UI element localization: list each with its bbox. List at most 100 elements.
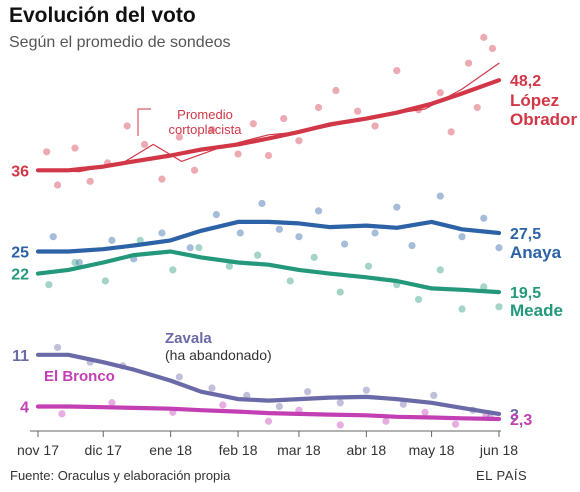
poll-dot-anaya [393, 203, 401, 211]
poll-dot-lopez-obrador [295, 137, 303, 145]
x-tick-label: may 18 [409, 442, 455, 458]
end-label-lopez-obrador: 48,2 [510, 73, 541, 90]
annotation-line: cortoplacista [169, 122, 243, 137]
poll-dot-meade [169, 266, 177, 274]
x-tick-label: jun 18 [479, 442, 518, 458]
poll-dot-anaya [49, 233, 57, 241]
poll-dot-lopez-obrador [488, 44, 497, 53]
poll-dot-meade [364, 262, 373, 270]
poll-dot-anaya [371, 229, 379, 237]
poll-dot-lopez-obrador [175, 133, 183, 141]
poll-dot-el-bronco [219, 401, 227, 409]
annotation-text: Promedio cortoplacista [169, 107, 243, 137]
series-name-zavala: Zavala [165, 330, 212, 347]
end-label-el-bronco: 2,3 [510, 412, 532, 429]
source-note: Fuente: Oraculus y elaboración propia [10, 468, 231, 483]
poll-dot-meade [101, 277, 110, 285]
line-lopez-obrador [35, 78, 502, 173]
poll-dot-el-bronco [58, 410, 66, 418]
x-axis: nov 17 dic 17 ene 18 feb 18 mar 18 abr 18 may … [17, 430, 518, 458]
poll-dot-lopez-obrador [158, 175, 166, 183]
poll-dot-zavala [53, 343, 62, 352]
poll-dot-el-bronco [421, 408, 429, 416]
poll-dot-anaya [108, 236, 116, 244]
poll-dot-zavala [336, 399, 344, 407]
poll-dot-lopez-obrador [314, 103, 323, 112]
poll-dot-lopez-obrador [436, 89, 444, 97]
series-name-lopez-obrador: López Obrador [510, 91, 577, 129]
poll-dot-anaya [158, 229, 166, 237]
series-name-meade: Meade [510, 301, 563, 320]
start-label-lopez-obrador: 36 [11, 163, 29, 180]
poll-dot-zavala [275, 402, 283, 411]
poll-dot-lopez-obrador [354, 107, 362, 115]
start-label-el-bronco: 4 [20, 399, 29, 416]
series-name-anaya: Anaya [510, 243, 562, 262]
poll-dot-el-bronco [108, 399, 116, 407]
poll-dot-zavala [430, 391, 438, 399]
line-anaya [35, 219, 502, 254]
zavala-note: (ha abandonado) [165, 347, 272, 363]
poll-dot-meade [254, 251, 262, 259]
poll-dot-meade [225, 262, 233, 270]
poll-dot-zavala [243, 391, 251, 399]
poll-dot-lopez-obrador [208, 126, 216, 134]
series-name-el-bronco: El Bronco [44, 368, 115, 385]
start-label-anaya: 25 [11, 244, 29, 261]
poll-dot-zavala [304, 388, 312, 396]
x-tick-label: feb 18 [219, 442, 258, 458]
poll-dot-lopez-obrador [123, 122, 131, 130]
series-labels: 36 48,2 25 27,5 22 19,5 11 3 4 2,3 López Obrador Ana… [11, 73, 577, 429]
poll-dot-meade [310, 253, 318, 261]
poll-dot-anaya [186, 244, 194, 252]
annotation-leader [137, 108, 151, 136]
x-tick-label: abr 18 [347, 442, 387, 458]
poll-dot-lopez-obrador [53, 181, 62, 189]
poll-dot-lopez-obrador [86, 177, 94, 185]
poll-dot-lopez-obrador [464, 59, 473, 67]
x-tick-label: ene 18 [149, 442, 192, 458]
poll-dot-anaya [480, 214, 488, 222]
poll-dots [43, 33, 503, 429]
poll-dot-meade [436, 266, 444, 274]
poll-dot-lopez-obrador [234, 150, 242, 158]
poll-dot-anaya [295, 233, 303, 241]
poll-dot-zavala [399, 400, 407, 408]
poll-dot-meade [195, 244, 203, 252]
poll-dot-anaya [495, 244, 503, 252]
poll-dot-anaya [408, 241, 416, 250]
poll-dot-meade [458, 305, 466, 313]
x-tick-label: nov 17 [17, 442, 59, 458]
poll-dot-lopez-obrador [371, 122, 379, 130]
chart-title: Evolución del voto [9, 4, 196, 27]
x-tick-label: dic 17 [85, 442, 123, 458]
poll-dot-meade [336, 288, 344, 296]
poll-dot-zavala [362, 386, 370, 394]
poll-dot-anaya [236, 229, 244, 237]
poll-dot-anaya [458, 233, 466, 241]
poll-dot-lopez-obrador [71, 144, 79, 152]
start-label-meade: 22 [11, 267, 29, 284]
poll-dot-meade [45, 281, 53, 289]
poll-dot-zavala [175, 373, 183, 381]
poll-dot-lopez-obrador [447, 128, 455, 136]
poll-dot-meade [495, 303, 503, 311]
end-label-zavala: 3 [510, 407, 519, 424]
poll-dot-anaya [314, 207, 323, 215]
poll-dot-meade [286, 277, 294, 285]
poll-dot-anaya [212, 210, 220, 219]
poll-dot-lopez-obrador [249, 120, 257, 128]
poll-dot-lopez-obrador [393, 67, 401, 75]
poll-dot-lopez-obrador [140, 140, 149, 149]
line-el-bronco [35, 404, 502, 422]
poll-dot-lopez-obrador [332, 86, 340, 95]
poll-dot-lopez-obrador [280, 114, 288, 123]
publisher-credit: EL PAÍS [476, 468, 528, 483]
end-label-meade: 19,5 [510, 285, 541, 302]
poll-dot-meade [480, 283, 488, 291]
poll-dot-lopez-obrador [264, 151, 273, 160]
poll-dot-zavala [208, 384, 216, 392]
start-label-zavala: 11 [12, 348, 29, 365]
chart-subtitle: Según el promedio de sondeos [9, 34, 231, 51]
